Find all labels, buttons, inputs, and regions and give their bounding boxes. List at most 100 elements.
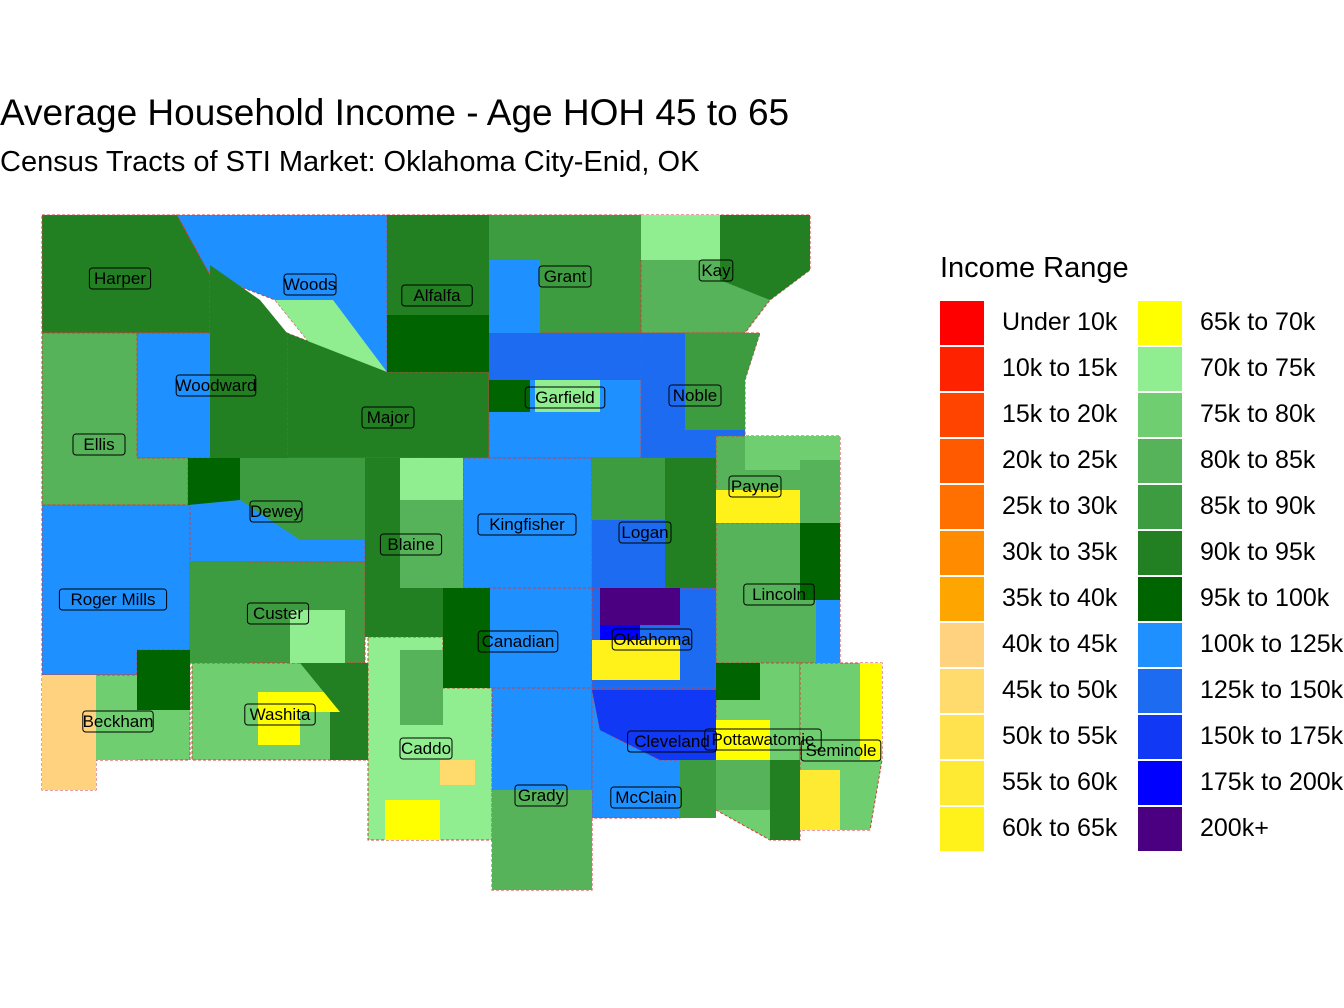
legend-label: 200k+ <box>1200 814 1269 842</box>
legend-swatch <box>1138 623 1182 667</box>
tract-patch <box>641 215 720 260</box>
legend-label: 75k to 80k <box>1200 400 1316 428</box>
county-harper <box>41 214 211 334</box>
tract-patch <box>210 265 287 458</box>
legend-label: 85k to 90k <box>1200 492 1316 520</box>
tract-patch <box>592 520 665 588</box>
county-name: Garfield <box>535 388 595 407</box>
legend-swatch <box>940 669 984 713</box>
legend-label: 100k to 125k <box>1200 630 1344 658</box>
legend-label: 15k to 20k <box>1002 400 1118 428</box>
county-label-cleveland: Cleveland <box>627 730 717 753</box>
county-label-grady: Grady <box>514 784 568 807</box>
legend-swatch <box>1138 669 1182 713</box>
county-label-washita: Washita <box>244 703 316 726</box>
legend-label: 40k to 45k <box>1002 630 1118 658</box>
legend-swatch <box>940 807 984 851</box>
tract-patch <box>96 680 137 760</box>
county-label-garfield: Garfield <box>524 386 606 409</box>
tract-patch <box>716 760 770 810</box>
tract-patch <box>770 760 800 840</box>
county-name: Kay <box>701 261 731 280</box>
tract-patch <box>800 460 840 523</box>
county-name: Kingfisher <box>489 515 565 534</box>
county-name: Blaine <box>387 535 434 554</box>
county-label-box <box>698 259 734 282</box>
county-name: Pottawatomie <box>712 730 815 749</box>
tract-patch <box>492 740 540 790</box>
county-label-canadian: Canadian <box>477 630 559 653</box>
county-label-box <box>399 737 453 760</box>
county-label-box <box>668 384 722 407</box>
county-label-ellis: Ellis <box>72 433 126 456</box>
county-name: Canadian <box>482 632 555 651</box>
county-name: Oklahoma <box>613 630 691 649</box>
legend-swatch <box>1138 347 1182 391</box>
county-name: Harper <box>94 269 146 288</box>
county-label-alfalfa: Alfalfa <box>401 284 473 307</box>
tract-patch <box>592 690 716 760</box>
tract-patch <box>489 260 540 333</box>
tract-patch <box>592 458 665 520</box>
legend-swatch <box>940 577 984 621</box>
county-label-box <box>361 406 415 429</box>
county-label-kingfisher: Kingfisher <box>477 513 577 536</box>
tract-patch <box>840 760 870 830</box>
county-label-box <box>728 475 782 498</box>
county-label-custer: Custer <box>246 602 310 625</box>
tract-patch <box>492 790 592 890</box>
tract-patch <box>400 500 463 588</box>
county-label-box <box>800 739 882 762</box>
county-name: Dewey <box>250 502 302 521</box>
county-label-beckham: Beckham <box>82 710 154 733</box>
legend-swatch <box>1138 761 1182 805</box>
legend-label: 10k to 15k <box>1002 354 1118 382</box>
county-name: Logan <box>621 523 668 542</box>
legend-swatch <box>1138 301 1182 345</box>
tract-patch <box>720 215 810 300</box>
legend-label: 70k to 75k <box>1200 354 1316 382</box>
county-name: Lincoln <box>752 585 806 604</box>
tract-patch <box>275 300 387 372</box>
tract-patch <box>365 458 400 588</box>
county-name: Woods <box>284 275 337 294</box>
county-label-box <box>175 374 257 397</box>
county-label-box <box>249 500 303 523</box>
county-name: Custer <box>253 604 303 623</box>
legend-swatch <box>1138 485 1182 529</box>
tract-patch <box>400 458 463 500</box>
county-label-payne: Payne <box>728 475 782 498</box>
legend-swatch <box>940 485 984 529</box>
legend-label: 30k to 35k <box>1002 538 1118 566</box>
map-title: Average Household Income - Age HOH 45 to… <box>0 92 790 133</box>
county-label-box <box>618 521 672 544</box>
county-label-mcclain: McClain <box>610 786 682 809</box>
tract-patch <box>489 333 641 380</box>
legend-label: 65k to 70k <box>1200 308 1316 336</box>
legend-label: 20k to 25k <box>1002 446 1118 474</box>
legend-label: 25k to 30k <box>1002 492 1118 520</box>
county-label-box <box>88 267 152 290</box>
county-label-harper: Harper <box>88 267 152 290</box>
legend-label: Under 10k <box>1002 308 1118 336</box>
county-name: Payne <box>731 477 779 496</box>
legend-swatch <box>940 623 984 667</box>
tract-patch <box>800 770 840 830</box>
county-label-box <box>477 513 577 536</box>
county-label-kay: Kay <box>698 259 734 282</box>
county-label-box <box>538 265 592 288</box>
legend-swatch <box>1138 531 1182 575</box>
county-label-box <box>72 433 126 456</box>
legend-swatch <box>940 347 984 391</box>
tract-patch <box>387 215 489 315</box>
tract-patch <box>816 600 840 663</box>
legend-label: 175k to 200k <box>1200 768 1344 796</box>
county-label-grant: Grant <box>538 265 592 288</box>
tract-patch <box>385 800 440 840</box>
tract-patch <box>535 380 600 412</box>
county-label-oklahoma: Oklahoma <box>611 628 693 651</box>
tract-patch <box>860 663 882 760</box>
legend-label: 45k to 50k <box>1002 676 1118 704</box>
legend-label: 90k to 95k <box>1200 538 1316 566</box>
county-name: Ellis <box>83 435 114 454</box>
